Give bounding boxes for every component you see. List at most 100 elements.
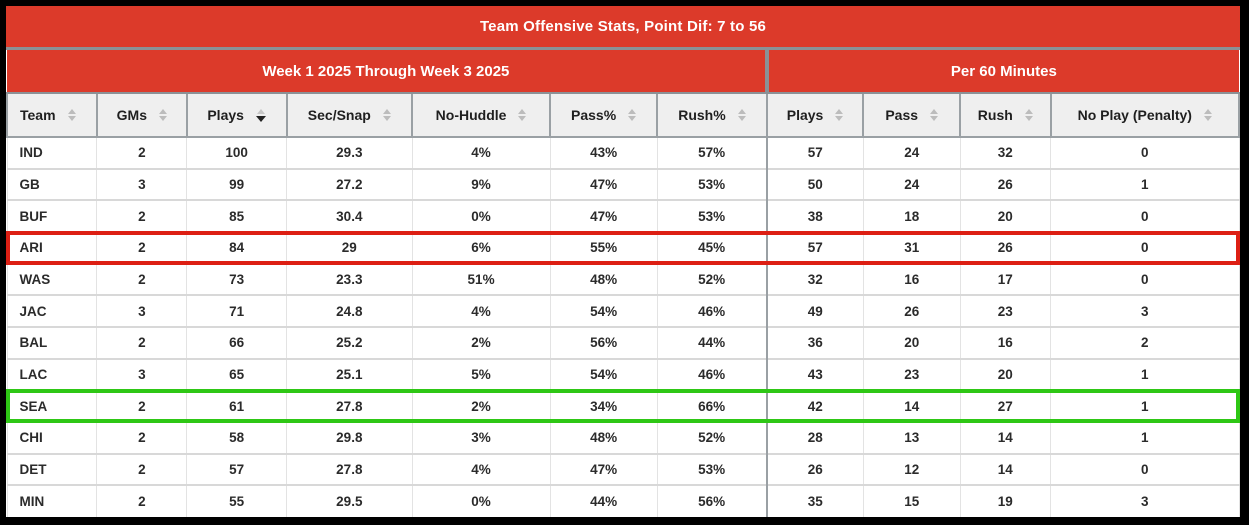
cell-rush_pct: 46% <box>656 357 768 391</box>
cell-no_play_penalty: 3 <box>1050 294 1240 327</box>
cell-no_play_penalty: 3 <box>1050 484 1240 517</box>
table-row-jac: JAC 3 71 24.8 4% 54% 46% 49 26 23 3 <box>6 294 1240 327</box>
cell-plays_per60: 57 <box>765 230 864 264</box>
sort-arrows-icon <box>382 109 391 121</box>
cell-gms: 3 <box>96 357 188 391</box>
cell-gms: 2 <box>96 199 188 232</box>
cell-no_huddle: 2% <box>411 389 551 422</box>
table-body: IND 2 100 29.3 4% 43% 57% 57 24 32 0 GB 3 99 27.2 9% 47%… <box>6 137 1240 517</box>
column-label: Rush% <box>678 107 726 123</box>
table-row-gb: GB 3 99 27.2 9% 47% 53% 50 24 26 1 <box>6 167 1240 201</box>
table-row-det: DET 2 57 27.8 4% 47% 53% 26 12 14 0 <box>6 452 1240 486</box>
column-header-plays_per60[interactable]: Plays <box>765 93 865 138</box>
column-label: Pass% <box>571 107 617 123</box>
column-label: Plays <box>786 107 824 123</box>
column-header-pass_per60[interactable]: Pass <box>862 93 962 138</box>
cell-pass_per60: 12 <box>862 452 961 486</box>
cell-plays_per60: 42 <box>765 389 864 422</box>
table-row-lac: LAC 3 65 25.1 5% 54% 46% 43 23 20 1 <box>6 357 1240 391</box>
cell-plays_per60: 43 <box>765 357 864 391</box>
cell-team: ARI <box>6 230 98 264</box>
cell-rush_pct: 66% <box>656 389 768 422</box>
cell-plays: 84 <box>186 230 288 264</box>
cell-gms: 3 <box>96 294 188 327</box>
cell-rush_per60: 32 <box>959 137 1052 169</box>
cell-no_huddle: 4% <box>411 137 551 169</box>
cell-plays: 57 <box>186 452 288 486</box>
cell-gms: 2 <box>96 325 188 359</box>
offensive-stats-table: Week 1 2025 Through Week 3 2025 Per 60 M… <box>6 50 1241 517</box>
stats-panel: Team Offensive Stats, Point Dif: 7 to 56… <box>6 6 1241 517</box>
column-header-gms[interactable]: GMs <box>95 93 188 138</box>
cell-plays: 65 <box>186 357 288 391</box>
cell-no_play_penalty: 0 <box>1050 137 1240 169</box>
cell-sec_snap: 27.8 <box>286 389 413 422</box>
cell-gms: 3 <box>96 167 188 201</box>
column-header-rush_pct[interactable]: Rush% <box>656 93 768 138</box>
cell-gms: 2 <box>96 452 188 486</box>
cell-rush_pct: 53% <box>656 199 768 232</box>
cell-no_huddle: 6% <box>411 230 551 264</box>
cell-rush_pct: 53% <box>656 452 768 486</box>
table-row-ind: IND 2 100 29.3 4% 43% 57% 57 24 32 0 <box>6 137 1240 169</box>
cell-plays: 55 <box>186 484 288 517</box>
cell-no_huddle: 9% <box>411 167 551 201</box>
cell-no_huddle: 0% <box>411 199 551 232</box>
column-header-sec_snap[interactable]: Sec/Snap <box>285 93 414 138</box>
cell-rush_pct: 53% <box>656 167 768 201</box>
cell-pass_pct: 48% <box>549 262 658 296</box>
cell-plays: 85 <box>186 199 288 232</box>
cell-no_play_penalty: 0 <box>1050 230 1240 264</box>
cell-plays: 58 <box>186 420 288 454</box>
column-header-pass_pct[interactable]: Pass% <box>549 93 659 138</box>
cell-pass_pct: 48% <box>549 420 658 454</box>
column-label: Pass <box>885 107 919 123</box>
cell-plays_per60: 36 <box>765 325 864 359</box>
cell-plays: 61 <box>186 389 288 422</box>
cell-team: JAC <box>6 294 98 327</box>
cell-plays_per60: 32 <box>765 262 864 296</box>
column-label: Plays <box>207 107 244 123</box>
cell-rush_per60: 16 <box>959 325 1052 359</box>
cell-no_play_penalty: 1 <box>1050 389 1240 422</box>
column-header-plays[interactable]: Plays <box>185 93 288 138</box>
cell-pass_pct: 54% <box>549 357 658 391</box>
cell-rush_per60: 23 <box>959 294 1052 327</box>
sort-arrows-icon <box>628 109 637 121</box>
cell-rush_pct: 56% <box>656 484 768 517</box>
cell-rush_pct: 45% <box>656 230 768 264</box>
group-header-per-60-minutes: Per 60 Minutes <box>764 50 1239 94</box>
cell-plays: 100 <box>186 137 288 169</box>
cell-gms: 2 <box>96 484 188 517</box>
cell-team: BUF <box>6 199 98 232</box>
title-bar: Team Offensive Stats, Point Dif: 7 to 56 <box>6 6 1240 50</box>
cell-pass_pct: 56% <box>549 325 658 359</box>
cell-plays: 71 <box>186 294 288 327</box>
cell-team: WAS <box>6 262 98 296</box>
column-header-no_huddle[interactable]: No-Huddle <box>411 93 552 138</box>
cell-pass_per60: 18 <box>862 199 961 232</box>
cell-gms: 2 <box>96 137 188 169</box>
cell-rush_per60: 26 <box>959 167 1052 201</box>
column-header-no_play_penalty[interactable]: No Play (Penalty) <box>1049 93 1241 138</box>
cell-no_huddle: 4% <box>411 452 551 486</box>
cell-plays: 99 <box>186 167 288 201</box>
cell-pass_per60: 16 <box>862 262 961 296</box>
cell-sec_snap: 25.2 <box>286 325 413 359</box>
cell-no_play_penalty: 1 <box>1050 357 1240 391</box>
column-header-rush_per60[interactable]: Rush <box>959 93 1052 138</box>
column-header-team[interactable]: Team <box>6 93 98 138</box>
sort-arrows-icon <box>159 109 167 121</box>
sort-desc-active-icon <box>255 108 266 122</box>
cell-sec_snap: 27.8 <box>286 452 413 486</box>
cell-team: BAL <box>6 325 98 359</box>
cell-no_play_penalty: 1 <box>1050 420 1240 454</box>
cell-sec_snap: 23.3 <box>286 262 413 296</box>
cell-no_huddle: 0% <box>411 484 551 517</box>
cell-rush_per60: 20 <box>959 199 1052 232</box>
cell-sec_snap: 29.8 <box>286 420 413 454</box>
column-label: GMs <box>116 107 147 123</box>
table-row-buf: BUF 2 85 30.4 0% 47% 53% 38 18 20 0 <box>6 199 1240 232</box>
cell-pass_pct: 44% <box>549 484 658 517</box>
sort-arrows-icon <box>1024 109 1033 121</box>
